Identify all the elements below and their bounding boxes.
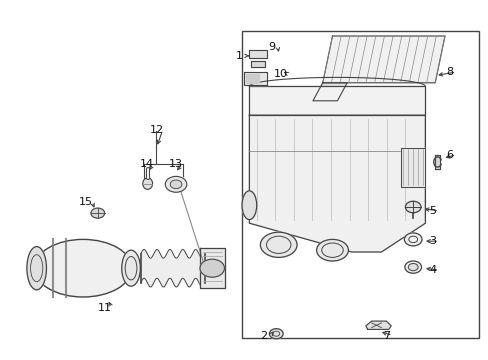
Ellipse shape — [316, 239, 347, 261]
Circle shape — [200, 259, 224, 277]
Ellipse shape — [242, 191, 256, 220]
Text: 4: 4 — [428, 265, 435, 275]
Circle shape — [404, 233, 421, 246]
Circle shape — [404, 261, 421, 273]
Circle shape — [405, 201, 420, 213]
Text: 9: 9 — [267, 42, 274, 52]
Polygon shape — [199, 248, 224, 288]
Text: 13: 13 — [169, 159, 183, 169]
Text: 14: 14 — [140, 159, 153, 169]
Ellipse shape — [142, 178, 152, 189]
Polygon shape — [250, 61, 264, 67]
Polygon shape — [249, 50, 266, 58]
Polygon shape — [434, 155, 439, 169]
Polygon shape — [322, 36, 444, 83]
Polygon shape — [249, 115, 425, 252]
Text: 3: 3 — [428, 236, 435, 246]
Ellipse shape — [34, 239, 132, 297]
Text: 7: 7 — [382, 330, 389, 341]
Text: 10: 10 — [274, 69, 287, 79]
Circle shape — [170, 180, 182, 189]
Polygon shape — [244, 72, 266, 85]
Circle shape — [91, 208, 104, 218]
Polygon shape — [312, 83, 346, 101]
Ellipse shape — [122, 250, 140, 286]
Circle shape — [165, 176, 186, 192]
Circle shape — [407, 264, 417, 271]
Text: 11: 11 — [98, 303, 112, 313]
Polygon shape — [365, 321, 390, 329]
Ellipse shape — [260, 232, 296, 257]
Circle shape — [269, 329, 283, 339]
Polygon shape — [400, 148, 425, 187]
Text: 15: 15 — [79, 197, 92, 207]
Text: 5: 5 — [428, 206, 435, 216]
Polygon shape — [245, 74, 259, 83]
Text: 2: 2 — [260, 330, 267, 341]
Polygon shape — [249, 86, 425, 115]
Bar — [242, 31, 478, 338]
Text: 1: 1 — [236, 51, 243, 61]
Text: 8: 8 — [446, 67, 452, 77]
Text: 12: 12 — [149, 125, 163, 135]
Ellipse shape — [27, 247, 46, 290]
Text: 6: 6 — [446, 150, 452, 160]
